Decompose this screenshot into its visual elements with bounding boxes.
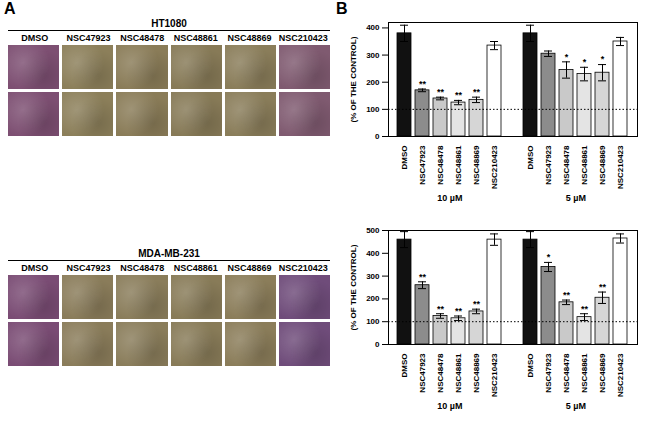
svg-text:DMSO: DMSO — [400, 354, 409, 378]
html-text:NSC47923: NSC47923 — [66, 263, 111, 273]
svg-text:10 µM: 10 µM — [437, 401, 462, 411]
svg-text:NSC48478: NSC48478 — [436, 145, 445, 185]
html-text:DMSO: DMSO — [21, 33, 49, 43]
html-text:A: A — [4, 0, 16, 17]
svg-text:NSC48869: NSC48869 — [598, 353, 607, 393]
svg-text:400: 400 — [366, 249, 380, 258]
svg-text:NSC48478: NSC48478 — [562, 145, 571, 185]
svg-text:**: ** — [563, 290, 571, 300]
svg-text:DMSO: DMSO — [526, 354, 535, 378]
svg-text:100: 100 — [366, 105, 380, 114]
svg-text:**: ** — [455, 306, 463, 316]
html-text:NSC48869: NSC48869 — [227, 263, 272, 273]
svg-text:NSC48869: NSC48869 — [598, 145, 607, 185]
svg-text:0: 0 — [375, 340, 380, 349]
svg-text:*: * — [547, 252, 551, 262]
svg-text:300: 300 — [366, 51, 380, 60]
svg-text:*: * — [583, 57, 587, 67]
svg-text:NSC47923: NSC47923 — [418, 145, 427, 185]
html-text:MDA-MB-231: MDA-MB-231 — [138, 248, 200, 259]
svg-text:NSC210423: NSC210423 — [616, 353, 625, 397]
svg-text:NSC48861: NSC48861 — [580, 353, 589, 393]
svg-text:DMSO: DMSO — [526, 146, 535, 170]
svg-text:NSC210423: NSC210423 — [490, 145, 499, 189]
svg-text:**: ** — [581, 304, 589, 314]
svg-text:NSC47923: NSC47923 — [418, 353, 427, 393]
svg-text:**: ** — [419, 272, 427, 282]
svg-text:0: 0 — [375, 132, 380, 141]
html-text:NSC47923: NSC47923 — [66, 33, 111, 43]
svg-text:NSC210423: NSC210423 — [490, 353, 499, 397]
svg-text:*: * — [565, 52, 569, 62]
svg-text:NSC48869: NSC48869 — [472, 145, 481, 185]
html-text:DMSO: DMSO — [21, 263, 49, 273]
svg-text:**: ** — [473, 299, 481, 309]
html-text:NSC48869: NSC48869 — [227, 33, 272, 43]
svg-text:**: ** — [455, 90, 463, 100]
html-text:NSC210423: NSC210423 — [278, 33, 328, 43]
html-text:NSC210423: NSC210423 — [278, 263, 328, 273]
svg-text:NSC47923: NSC47923 — [544, 145, 553, 185]
svg-text:NSC48869: NSC48869 — [472, 353, 481, 393]
html-text:NSC48861: NSC48861 — [173, 263, 218, 273]
html-text:NSC48478: NSC48478 — [120, 263, 165, 273]
svg-text:NSC48861: NSC48861 — [580, 145, 589, 185]
svg-text:*: * — [601, 54, 605, 64]
svg-text:**: ** — [437, 87, 445, 97]
svg-text:(% OF THE CONTROL): (% OF THE CONTROL) — [349, 36, 358, 122]
svg-text:NSC48478: NSC48478 — [562, 353, 571, 393]
svg-text:**: ** — [473, 87, 481, 97]
svg-text:**: ** — [419, 79, 427, 89]
html-text:HT1080: HT1080 — [151, 18, 187, 29]
svg-text:5 µM: 5 µM — [566, 193, 586, 203]
svg-text:400: 400 — [366, 23, 380, 32]
html-text:NSC48478: NSC48478 — [120, 33, 165, 43]
html-text:B: B — [336, 0, 348, 17]
svg-text:200: 200 — [366, 78, 380, 87]
svg-text:(% OF THE CONTROL): (% OF THE CONTROL) — [349, 244, 358, 330]
html-text:NSC48861: NSC48861 — [173, 33, 218, 43]
svg-text:NSC210423: NSC210423 — [616, 145, 625, 189]
svg-text:NSC47923: NSC47923 — [544, 353, 553, 393]
svg-text:200: 200 — [366, 294, 380, 303]
svg-text:NSC48861: NSC48861 — [454, 145, 463, 185]
svg-text:NSC48861: NSC48861 — [454, 353, 463, 393]
svg-text:10 µM: 10 µM — [437, 193, 462, 203]
svg-text:DMSO: DMSO — [400, 146, 409, 170]
svg-text:**: ** — [437, 304, 445, 314]
svg-text:500: 500 — [366, 226, 380, 235]
svg-text:100: 100 — [366, 317, 380, 326]
svg-text:NSC48478: NSC48478 — [436, 353, 445, 393]
svg-text:300: 300 — [366, 272, 380, 281]
svg-text:5 µM: 5 µM — [566, 401, 586, 411]
svg-text:**: ** — [599, 282, 607, 292]
